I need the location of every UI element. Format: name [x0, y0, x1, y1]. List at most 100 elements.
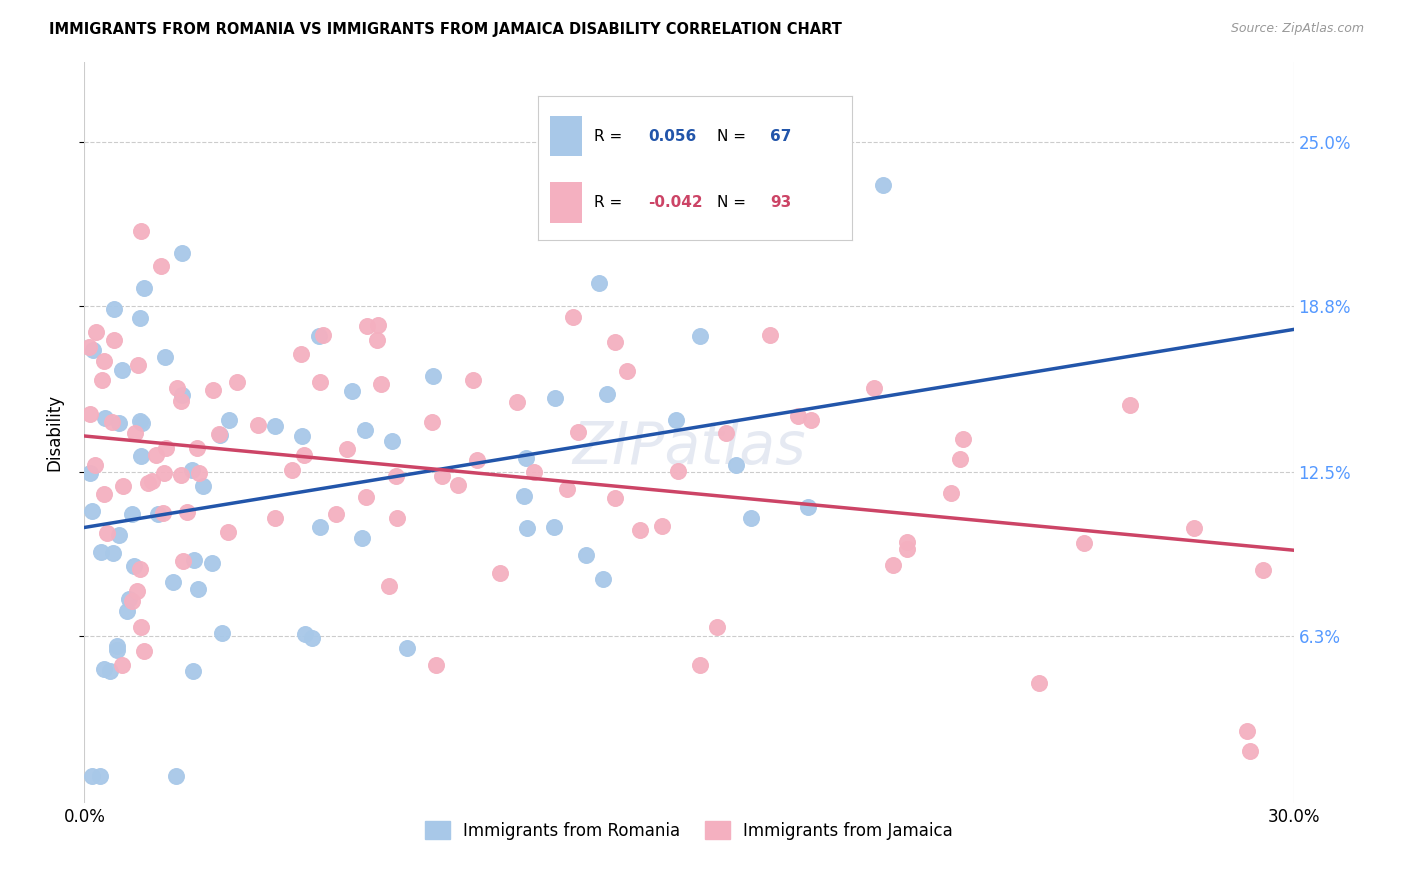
Point	[132, 281, 155, 295]
Point	[96, 525, 118, 540]
Point	[155, 441, 177, 455]
Point	[714, 426, 737, 441]
Point	[425, 658, 447, 673]
Point	[325, 507, 347, 521]
Point	[420, 415, 443, 429]
Point	[605, 335, 627, 350]
Point	[308, 329, 330, 343]
Point	[176, 505, 198, 519]
Point	[689, 328, 711, 343]
Point	[665, 413, 688, 427]
Point	[561, 310, 583, 324]
Point	[872, 178, 894, 193]
Point	[356, 318, 378, 333]
Point	[93, 411, 115, 425]
Point	[575, 549, 598, 563]
Point	[281, 463, 304, 477]
Point	[1182, 521, 1205, 535]
Point	[82, 769, 104, 783]
Point	[1239, 744, 1261, 758]
Point	[666, 464, 689, 478]
Point	[543, 520, 565, 534]
Point	[555, 482, 578, 496]
Point	[90, 545, 112, 559]
Point	[725, 458, 748, 472]
Point	[111, 479, 134, 493]
Point	[422, 368, 444, 383]
Point	[166, 769, 188, 783]
Point	[79, 467, 101, 481]
Point	[181, 665, 204, 679]
Point	[148, 507, 170, 521]
Point	[800, 413, 823, 427]
Point	[544, 391, 567, 405]
Point	[247, 417, 270, 432]
Point	[128, 562, 150, 576]
Point	[187, 582, 209, 596]
Point	[882, 558, 904, 572]
Point	[152, 506, 174, 520]
Point	[567, 425, 589, 439]
Point	[366, 333, 388, 347]
Point	[689, 657, 711, 672]
Point	[186, 441, 208, 455]
Point	[596, 386, 619, 401]
Point	[309, 376, 332, 390]
Point	[191, 479, 214, 493]
Point	[370, 376, 392, 391]
Point	[145, 448, 167, 462]
Point	[1236, 724, 1258, 739]
Point	[523, 465, 546, 479]
Point	[128, 311, 150, 326]
Point	[301, 631, 323, 645]
Point	[183, 552, 205, 566]
Point	[381, 434, 404, 448]
Point	[208, 427, 231, 442]
Point	[430, 469, 453, 483]
Point	[378, 579, 401, 593]
Point	[201, 383, 224, 397]
Point	[952, 432, 974, 446]
Point	[592, 573, 614, 587]
Point	[79, 408, 101, 422]
Y-axis label: Disability: Disability	[45, 394, 63, 471]
Point	[290, 347, 312, 361]
Point	[651, 518, 673, 533]
Point	[291, 429, 314, 443]
Legend: Immigrants from Romania, Immigrants from Jamaica: Immigrants from Romania, Immigrants from…	[418, 814, 960, 847]
Point	[1119, 398, 1142, 412]
Point	[1073, 536, 1095, 550]
Point	[354, 491, 377, 505]
Point	[396, 640, 419, 655]
Point	[124, 425, 146, 440]
Point	[588, 276, 610, 290]
Text: Source: ZipAtlas.com: Source: ZipAtlas.com	[1230, 22, 1364, 36]
Point	[797, 500, 820, 514]
Point	[129, 620, 152, 634]
Point	[108, 416, 131, 430]
Point	[340, 384, 363, 399]
Point	[515, 450, 537, 465]
Point	[170, 393, 193, 408]
Point	[121, 594, 143, 608]
Point	[1251, 563, 1274, 577]
Point	[863, 381, 886, 395]
Point	[101, 546, 124, 560]
Point	[105, 642, 128, 657]
Point	[447, 478, 470, 492]
Point	[89, 769, 111, 783]
Point	[385, 511, 408, 525]
Point	[336, 442, 359, 457]
Point	[127, 359, 149, 373]
Point	[77, 340, 100, 354]
Point	[505, 395, 527, 409]
Point	[740, 511, 762, 525]
Point	[759, 327, 782, 342]
Point	[82, 504, 104, 518]
Point	[311, 327, 333, 342]
Point	[786, 409, 808, 423]
Point	[93, 354, 115, 368]
Text: ZIPatlas: ZIPatlas	[572, 419, 806, 476]
Point	[111, 658, 134, 673]
Point	[516, 521, 538, 535]
